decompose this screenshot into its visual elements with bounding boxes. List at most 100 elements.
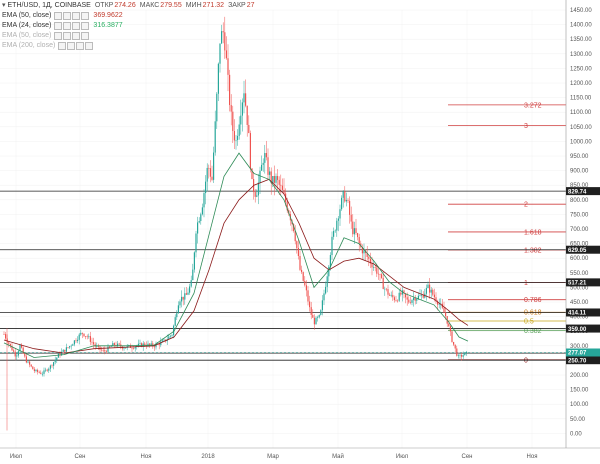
candle-body [45, 369, 47, 371]
candle-body [408, 299, 410, 303]
candle-body [53, 362, 55, 366]
candle-body [131, 347, 133, 349]
indicator-row[interactable]: EMA (50, close) [2, 31, 255, 41]
candle-body [246, 105, 248, 125]
candle-body [369, 258, 371, 264]
candle-body [422, 295, 424, 298]
candle-body [385, 288, 387, 290]
x-tick-label: 2018 [201, 454, 215, 460]
candle-body [283, 189, 285, 194]
candle-body [168, 336, 170, 340]
candle-body [134, 346, 136, 349]
candle-body [37, 369, 39, 372]
candle-body [275, 176, 277, 183]
candle-body [368, 256, 370, 259]
candle-body [317, 317, 319, 318]
candle-body [81, 332, 83, 334]
candle-body [312, 314, 314, 318]
candle-body [254, 192, 256, 197]
candle-body [384, 288, 386, 290]
current-price-box [566, 348, 600, 357]
candle-body [323, 293, 325, 301]
candle-body [43, 370, 45, 374]
candle-body [179, 301, 181, 306]
candle-body [353, 228, 355, 235]
y-tick-label: 1100.00 [570, 110, 592, 116]
candle-body [155, 343, 157, 348]
candle-body [149, 343, 151, 345]
candle-body [464, 352, 466, 356]
candle-body [214, 121, 216, 153]
price-label-box [566, 187, 600, 196]
candle-body [109, 346, 111, 348]
indicator-buttons[interactable] [54, 22, 90, 30]
candle-body [305, 285, 307, 291]
candle-body [313, 317, 315, 325]
candle-body [350, 214, 352, 222]
indicator-row[interactable]: EMA (50, close) 369.9622 [2, 11, 255, 21]
candle-body [227, 58, 229, 75]
indicator-buttons[interactable] [54, 12, 90, 20]
collapse-icon[interactable]: ▾ [2, 2, 6, 9]
fib-level-label: 3.272 [524, 102, 542, 109]
candle-body [398, 292, 400, 301]
candle-body [437, 301, 439, 305]
candle-body [173, 325, 175, 336]
candle-body [344, 191, 346, 202]
candle-body [451, 331, 453, 342]
candle-body [54, 359, 56, 363]
y-tick-label: 1150.00 [570, 96, 592, 102]
candle-body [65, 347, 67, 352]
candle-body [297, 247, 299, 257]
ohlc-close-key: ЗАКР [228, 2, 246, 9]
indicator-row[interactable]: EMA (24, close) 316.3877 [2, 21, 255, 31]
candle-body [461, 354, 463, 357]
indicator-buttons[interactable] [58, 42, 94, 50]
x-tick-label: Июл [396, 454, 409, 460]
candle-body [139, 343, 141, 344]
ema-24-line [3, 152, 469, 358]
candle-body [221, 31, 223, 44]
indicator-buttons[interactable] [54, 32, 90, 40]
candle-body [409, 302, 411, 304]
candle-body [392, 294, 394, 298]
candle-body [251, 168, 253, 180]
candle-body [326, 276, 328, 287]
candle-body [449, 326, 451, 332]
candle-body [278, 179, 280, 185]
candle-body [390, 294, 392, 296]
fib-level-label: 0.5 [524, 318, 534, 325]
candle-body [105, 351, 107, 352]
candle-body [64, 349, 66, 352]
candle-body [198, 220, 200, 223]
candle-body [104, 350, 106, 352]
candle-body [264, 153, 266, 163]
candle-body [328, 266, 330, 277]
candle-body [203, 193, 205, 208]
horizontal-levels [0, 190, 566, 361]
candle-body [125, 347, 127, 349]
ema-50-line [3, 178, 469, 354]
x-tick-label: Сен [75, 454, 86, 460]
candle-body [201, 207, 203, 215]
candle-body [293, 223, 295, 231]
candle-body [129, 345, 131, 348]
fib-level-label: 0.786 [524, 297, 542, 304]
candle-body [273, 176, 275, 183]
x-tick-label: Май [332, 453, 344, 460]
y-tick-label: 450.00 [570, 300, 589, 306]
candle-body [417, 295, 419, 299]
candle-body [257, 182, 259, 196]
indicator-row[interactable]: EMA (200, close) [2, 41, 255, 51]
candle-body [48, 368, 50, 371]
candle-body [219, 43, 221, 64]
indicator-value: 369.9622 [93, 12, 123, 19]
candle-body [280, 184, 282, 186]
y-tick-label: 700.00 [570, 227, 589, 233]
y-tick-label: 500.00 [570, 285, 589, 291]
candle-body [433, 294, 435, 298]
candle-body [193, 252, 195, 270]
y-tick-label: 300.00 [570, 344, 589, 350]
